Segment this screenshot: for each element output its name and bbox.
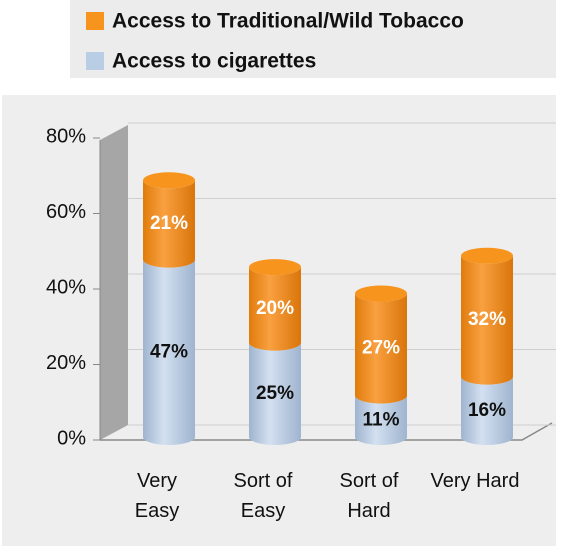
legend-box xyxy=(70,0,556,78)
bar-segment xyxy=(355,395,407,445)
bar-segment xyxy=(249,342,301,445)
value-label: 27% xyxy=(362,338,400,359)
x-tick-label: Sort of Hard xyxy=(339,470,399,522)
value-label: 21% xyxy=(150,213,188,234)
floor xyxy=(100,422,553,441)
bar-segment xyxy=(461,376,513,445)
value-label: 11% xyxy=(363,409,400,430)
value-label: 25% xyxy=(256,383,294,404)
y-tick-label: 60% xyxy=(46,201,86,223)
y-tick-label: 20% xyxy=(46,352,86,374)
bar-segment xyxy=(143,180,195,268)
bar-segment xyxy=(355,293,407,404)
bar-segment xyxy=(461,255,513,385)
legend-swatch xyxy=(86,52,104,70)
value-label: 16% xyxy=(468,400,506,421)
legend-swatch xyxy=(86,12,104,30)
bar-cap xyxy=(143,172,195,189)
x-tick-label: Sort of Easy xyxy=(233,470,293,522)
x-tick-label: Very Hard xyxy=(430,470,520,492)
bar-cap xyxy=(461,247,513,264)
legend-label: Access to cigarettes xyxy=(112,50,316,73)
bar-cap xyxy=(355,285,407,302)
value-label: 47% xyxy=(150,341,188,362)
side-wall xyxy=(100,125,128,440)
value-label: 32% xyxy=(468,309,506,330)
y-tick-label: 40% xyxy=(46,276,86,298)
legend-label: Access to Traditional/Wild Tobacco xyxy=(112,10,464,33)
value-label: 20% xyxy=(256,298,294,319)
bar-segment xyxy=(249,267,301,351)
y-tick-label: 0% xyxy=(57,427,86,449)
bar-segment xyxy=(143,259,195,445)
bar-cap xyxy=(249,259,301,276)
y-tick-label: 80% xyxy=(46,125,86,147)
x-tick-label: Very Easy xyxy=(134,470,180,522)
